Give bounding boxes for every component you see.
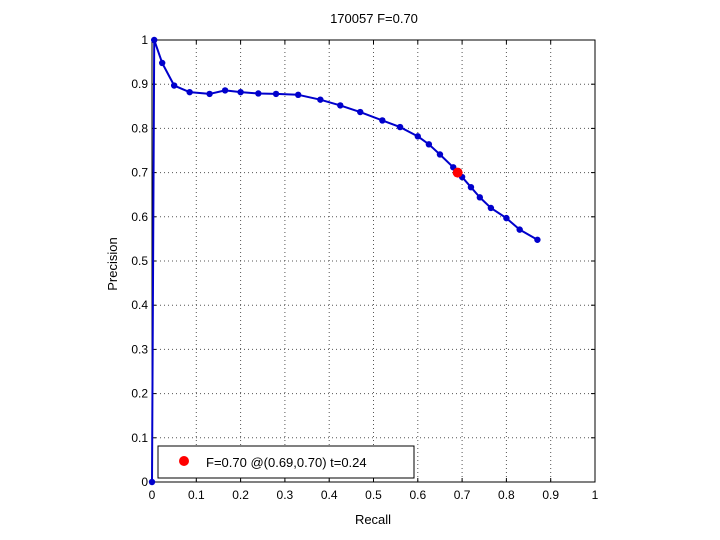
- pr-curve-point: [516, 226, 523, 233]
- pr-curve-point: [503, 214, 510, 222]
- best-f-point: [452, 167, 463, 178]
- y-tick-label: 0.9: [131, 77, 148, 91]
- x-tick-label: 0.4: [321, 488, 338, 502]
- chart-title: 170057 F=0.70: [330, 11, 418, 26]
- pr-curve-point: [414, 133, 421, 140]
- legend-marker: [179, 456, 189, 466]
- legend-entry: F=0.70 @(0.69,0.70) t=0.24: [206, 455, 367, 470]
- pr-curve-point: [317, 96, 324, 103]
- pr-curve-point: [148, 478, 156, 486]
- axis-ticks: 0 0.1 0.2 0.3 0.4 0.5 0.6 0.7 0.8 0.9 1 0 0.1 0.2 0.3 0…: [131, 33, 598, 502]
- y-tick-label: 0.4: [131, 298, 148, 312]
- pr-curve-point: [158, 59, 166, 67]
- x-tick-label: 0.9: [542, 488, 559, 502]
- pr-curve-point: [294, 91, 302, 99]
- x-tick-label: 0.3: [277, 488, 294, 502]
- pr-curve-point: [206, 90, 213, 98]
- y-tick-label: 0.2: [131, 387, 148, 401]
- legend: F=0.70 @(0.69,0.70) t=0.24: [157, 445, 415, 479]
- grid: [152, 40, 595, 482]
- x-tick-label: 1: [592, 488, 599, 502]
- pr-curve-point: [396, 123, 404, 131]
- legend-box: [157, 445, 415, 479]
- y-tick-label: 0.8: [131, 121, 148, 135]
- x-axis-label: Recall: [355, 512, 391, 527]
- y-tick-label: 0.6: [131, 210, 148, 224]
- y-tick-label: 0.3: [131, 342, 148, 356]
- pr-curve-point: [186, 88, 193, 96]
- y-axis-label: Precision: [105, 237, 120, 290]
- x-tick-label: 0.1: [188, 488, 205, 502]
- y-tick-label: 0.5: [131, 254, 148, 268]
- pr-curve-point: [272, 90, 280, 98]
- pr-curve-point: [487, 204, 495, 212]
- pr-curve-point: [221, 87, 229, 94]
- y-tick-label: 0.7: [131, 166, 148, 180]
- pr-curve-point: [534, 236, 541, 243]
- x-tick-label: 0.6: [409, 488, 426, 502]
- y-tick-label: 1: [141, 33, 148, 47]
- pr-curve-point: [170, 82, 178, 89]
- x-tick-label: 0.5: [365, 488, 382, 502]
- y-tick-label: 0: [141, 475, 148, 489]
- x-tick-label: 0.2: [232, 488, 249, 502]
- pr-curve-point: [425, 141, 433, 148]
- pr-curve-point: [467, 183, 475, 191]
- series-layer: [148, 36, 541, 486]
- pr-curve-point: [476, 194, 484, 201]
- y-tick-label: 0.1: [131, 431, 148, 445]
- pr-curve-point: [255, 90, 262, 97]
- pr-curve-point: [436, 151, 444, 158]
- x-tick-label: 0.7: [454, 488, 471, 502]
- x-tick-label: 0: [149, 488, 156, 502]
- pr-curve-point: [357, 108, 364, 116]
- pr-curve-point: [337, 102, 344, 109]
- x-tick-label: 0.8: [498, 488, 515, 502]
- pr-curve-point: [379, 117, 386, 124]
- pr-curve-point: [151, 36, 158, 44]
- pr-curve-point: [237, 88, 244, 96]
